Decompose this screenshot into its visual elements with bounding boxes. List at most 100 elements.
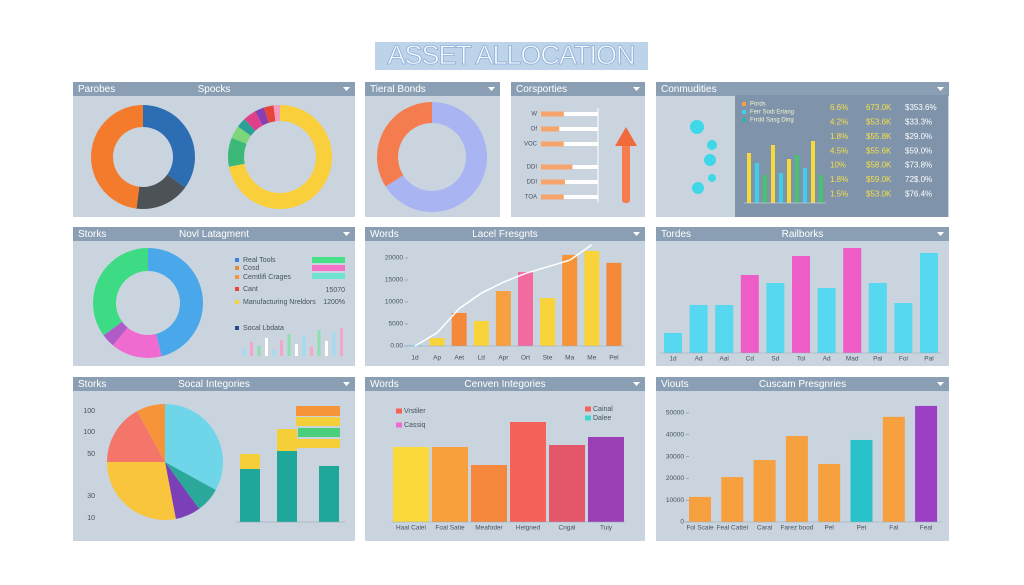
mini-bar [295, 344, 298, 356]
panel-title: Storks [78, 379, 106, 390]
dropdown-arrow[interactable] [488, 87, 495, 91]
y-tick-label: 20000 [385, 255, 403, 262]
bar [584, 250, 600, 346]
x-tick-label: Apr [498, 355, 509, 362]
y-tick-label: 0 [680, 519, 684, 526]
panel-subtitle: Railborks [782, 229, 824, 240]
panel-title: Storks [78, 229, 106, 240]
x-tick-label: Fol [899, 356, 909, 363]
swatch [312, 257, 345, 263]
title-highlight [375, 42, 648, 70]
bar [541, 194, 564, 200]
dropdown-arrow[interactable] [343, 382, 350, 386]
panel-header [365, 377, 645, 391]
dropdown-arrow[interactable] [937, 232, 944, 236]
bar [763, 175, 767, 203]
bar [755, 163, 759, 203]
sticker [296, 439, 340, 448]
legend-swatch [235, 258, 239, 262]
slice [254, 107, 269, 126]
legend-label: Real Tools [243, 257, 276, 264]
legend-label: Cemtlifi Crages [243, 274, 291, 281]
bar [549, 445, 585, 522]
axis-label: 30 [87, 493, 95, 500]
x-tick-label: Pel [824, 525, 834, 532]
slice [143, 105, 195, 188]
panel-header [511, 82, 645, 96]
panel-title: Corsporties [516, 84, 567, 95]
bar [432, 447, 468, 522]
bar [753, 460, 776, 522]
bar [541, 179, 565, 185]
slice [244, 111, 263, 131]
table-cell: 1.8% [830, 175, 848, 184]
slice [377, 102, 432, 187]
x-tick-label: Cd [746, 356, 755, 363]
bar [715, 305, 734, 353]
x-tick-label: Aal [719, 356, 729, 363]
bar [818, 463, 841, 522]
table-cell: $76.4% [905, 190, 932, 199]
bar [766, 283, 785, 353]
panel-title: Conmudities [661, 84, 717, 95]
axis-label: 100 [83, 429, 95, 436]
legend-label: Ferr Sodi Ertang [750, 110, 794, 116]
axis-label: 10 [87, 515, 95, 522]
panel-subtitle: Cenven Integories [464, 379, 545, 390]
dropdown-arrow[interactable] [633, 232, 640, 236]
x-tick-label: Sd [771, 356, 779, 363]
legend-label: Dalee [593, 415, 611, 422]
dropdown-arrow[interactable] [633, 87, 640, 91]
bar [689, 496, 711, 522]
x-tick-label: Ort [521, 355, 530, 362]
slice [107, 411, 165, 462]
bar [393, 447, 429, 522]
table-cell: 72$.0% [905, 175, 932, 184]
dropdown-arrow[interactable] [937, 87, 944, 91]
slice [137, 404, 165, 462]
panel-title: Viouts [661, 379, 689, 390]
bar [588, 437, 624, 522]
y-tick-label: 30000 [666, 453, 684, 460]
legend-swatch [235, 266, 239, 270]
axis-label: 100 [83, 408, 95, 415]
x-tick-label: Ld [478, 355, 486, 362]
panel-title: Tordes [661, 229, 691, 240]
mini-bar [250, 342, 253, 356]
y-tick-label: 0.00 [390, 343, 403, 350]
dropdown-arrow[interactable] [343, 232, 350, 236]
x-tick-label: Farez bood [780, 525, 813, 532]
x-tick-label: Tol [797, 356, 806, 363]
legend-swatch [235, 287, 239, 291]
gear-icon [690, 120, 704, 134]
x-tick-label: Cngal [559, 525, 577, 532]
y-tick-label: 50000 [666, 410, 684, 417]
bar-track [541, 142, 598, 146]
bar-track [541, 180, 598, 184]
bar [915, 405, 938, 522]
legend-swatch [742, 110, 746, 114]
bar [689, 305, 708, 353]
panel-subtitle: Cuscam Presgnries [759, 379, 846, 390]
bar [779, 173, 783, 203]
axis-label: 50 [87, 451, 95, 458]
slice [228, 137, 247, 167]
x-tick-label: Meafoder [475, 525, 503, 532]
slice [103, 321, 128, 346]
table-cell: $33.3% [905, 118, 932, 127]
mini-bar [325, 341, 328, 356]
legend-label: Vrstiler [404, 408, 426, 415]
x-tick-label: Pel [609, 355, 619, 362]
slice [237, 119, 256, 136]
dropdown-arrow[interactable] [633, 382, 640, 386]
slice [385, 102, 487, 213]
y-tick-label: 15000 [385, 277, 403, 284]
gear-icon [708, 174, 716, 182]
slice [228, 105, 333, 210]
table-cell: 4.5% [830, 146, 848, 155]
bar-track [541, 127, 598, 131]
dropdown-arrow[interactable] [343, 87, 350, 91]
legend-label: Cassiq [404, 422, 426, 429]
dropdown-arrow[interactable] [937, 382, 944, 386]
